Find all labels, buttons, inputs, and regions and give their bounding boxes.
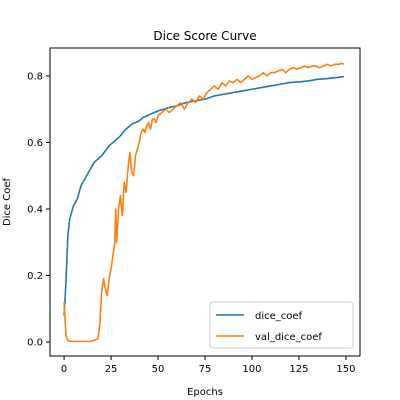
x-tick-label: 100 [242,364,261,375]
legend-label-val-dice-coef: val_dice_coef [255,332,322,343]
x-axis-label: Epochs [187,387,223,398]
series-line-dice-coef [63,75,345,316]
y-tick-label: 0.4 [27,204,43,215]
x-tick-label: 125 [289,364,308,375]
x-tick-label: 0 [61,364,67,375]
x-tick-label: 50 [152,364,165,375]
x-axis-ticks: 0 25 50 75 100 125 150 [61,356,355,375]
legend-box [209,301,354,349]
y-tick-label: 0.2 [27,271,43,282]
plot-frame [49,47,361,357]
y-tick-label: 0.8 [27,71,43,82]
y-axis-label: Dice Coef [2,177,13,226]
y-tick-label: 0.0 [27,338,43,349]
series-line-val-dice-coef [63,62,345,343]
series-layer [63,62,345,343]
legend-label-dice-coef: dice_coef [255,311,303,322]
x-tick-label: 25 [105,364,118,375]
x-tick-label: 150 [336,364,355,375]
x-tick-label: 75 [199,364,212,375]
chart-title: Dice Score Curve [153,29,256,43]
legend: dice_coef val_dice_coef [209,301,354,349]
y-tick-label: 0.6 [27,138,43,149]
y-axis-ticks: 0.0 0.2 0.4 0.6 0.8 [27,71,50,349]
